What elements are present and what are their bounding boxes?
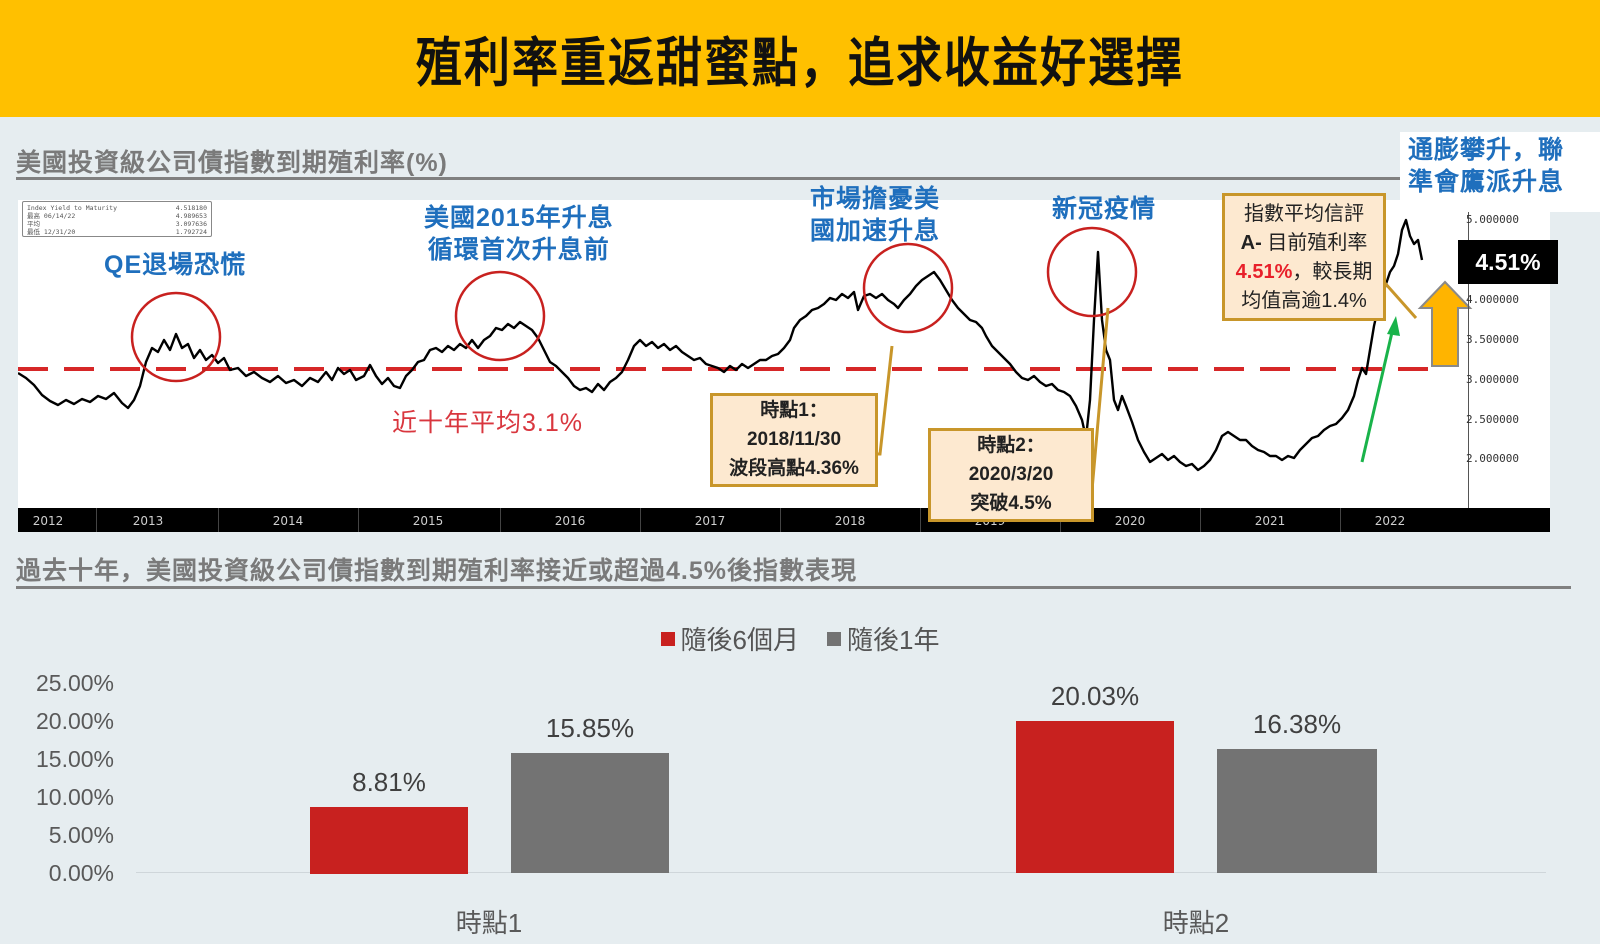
bar-point1-6m — [310, 807, 468, 874]
hike2015-highlight-circle — [454, 270, 546, 362]
rating-callout: 指數平均信評 A- 目前殖利率 4.51%，較長期 均值高逾1.4% — [1222, 193, 1386, 321]
rating-line3: ，較長期 — [1292, 261, 1373, 283]
fed-accel-line1: 市場擔憂美 — [810, 185, 941, 213]
legend-low-label: 最低 — [27, 228, 40, 236]
y-tick: 3.500000 — [1466, 333, 1519, 346]
hike2015-annotation: 美國2015年升息 循環首次升息前 — [424, 202, 614, 266]
point1-callout: 時點1： 2018/11/30 波段高點4.36% — [710, 393, 878, 487]
yield-line — [18, 218, 1424, 472]
section-divider — [16, 177, 1436, 180]
line-chart-x-axis: 2012 2013 2014 2015 2016 2017 2018 2019 … — [18, 508, 1550, 532]
qe-annotation: QE退場恐慌 — [104, 251, 247, 279]
average-annotation: 近十年平均3.1% — [392, 409, 583, 437]
y-tick: 2.000000 — [1466, 452, 1519, 465]
bar-chart-title: 過去十年，美國投資級公司債指數到期殖利率接近或超過4.5%後指數表現 — [16, 557, 857, 585]
rating-line2: 目前殖利率 — [1261, 232, 1368, 254]
hike2015-line1: 美國2015年升息 — [424, 204, 614, 232]
current-yield-badge: 4.51% — [1458, 240, 1558, 284]
bar-point1-1y — [511, 753, 669, 873]
bloomberg-legend: Index Yield to Maturity 4.518180 最高 06/14… — [22, 201, 212, 237]
inflation-line1: 通膨攀升，聯 — [1408, 136, 1565, 164]
y-tick: 3.000000 — [1466, 373, 1519, 386]
x-tick: 2014 — [272, 514, 304, 528]
y-tick: 10.00% — [35, 784, 114, 810]
legend-label-1y: 隨後1年 — [847, 625, 940, 655]
x-tick: 2012 — [32, 514, 64, 528]
point2-value: 突破4.5% — [970, 493, 1052, 514]
y-tick: 5.00% — [48, 822, 114, 848]
legend-high-value: 4.989653 — [175, 212, 207, 220]
y-tick: 4.000000 — [1466, 293, 1519, 306]
legend-high-label: 最高 — [27, 212, 40, 220]
y-tick: 25.00% — [35, 670, 114, 696]
line-chart-y-axis — [1468, 210, 1469, 508]
bar-chart-legend: 隨後6個月 隨後1年 — [0, 620, 1600, 657]
page-title: 殖利率重返甜蜜點，追求收益好選擇 — [416, 32, 1184, 92]
line-chart-title: 美國投資級公司債指數到期殖利率(%) — [16, 149, 448, 177]
x-tick: 2017 — [694, 514, 726, 528]
covid-highlight-circle — [1046, 226, 1138, 318]
category-label: 時點2 — [1162, 908, 1230, 938]
y-tick: 0.00% — [48, 860, 114, 886]
legend-avg-value: 3.097636 — [175, 220, 207, 228]
x-tick: 2015 — [412, 514, 444, 528]
point2-date: 2020/3/20 — [968, 464, 1054, 485]
point2-callout: 時點2： 2020/3/20 突破4.5% — [928, 428, 1094, 522]
legend-label-6m: 隨後6個月 — [680, 625, 799, 655]
fed-accel-annotation: 市場擔憂美 國加速升息 — [810, 183, 940, 247]
fed-accel-line2: 國加速升息 — [810, 217, 941, 245]
rating-grade: A- — [1240, 232, 1262, 254]
x-tick: 2022 — [1374, 514, 1406, 528]
section-divider — [16, 586, 1571, 589]
legend-avg-label: 平均 — [27, 220, 40, 228]
trend-arrow-head — [1387, 316, 1400, 336]
inflation-line2: 準會鷹派升息 — [1408, 168, 1565, 196]
inflation-annotation: 通膨攀升，聯 準會鷹派升息 — [1408, 134, 1564, 198]
current-yield-value: 4.51% — [1235, 261, 1293, 283]
x-tick: 2016 — [554, 514, 586, 528]
bar-value-label: 8.81% — [352, 767, 426, 797]
y-tick: 20.00% — [35, 708, 114, 734]
rating-line4: 均值高逾1.4% — [1241, 290, 1367, 312]
inflation-note-bg — [1400, 132, 1600, 212]
trend-arrow-line — [1360, 327, 1395, 463]
point1-label: 時點1： — [760, 400, 828, 421]
legend-low-date: 12/31/20 — [43, 228, 76, 236]
legend-swatch-gray — [827, 631, 841, 646]
legend-item-6m: 隨後6個月 — [660, 620, 799, 657]
legend-high-date: 06/14/22 — [43, 212, 76, 220]
rating-line1: 指數平均信評 — [1244, 203, 1364, 225]
bar-point2-6m — [1016, 721, 1174, 873]
y-tick: 5.000000 — [1466, 213, 1519, 226]
covid-annotation: 新冠疫情 — [1052, 195, 1157, 223]
x-tick: 2018 — [834, 514, 866, 528]
x-tick: 2020 — [1114, 514, 1146, 528]
y-tick: 15.00% — [35, 746, 114, 772]
bar-value-label: 16.38% — [1252, 709, 1342, 739]
y-tick: 2.500000 — [1466, 413, 1519, 426]
title-banner: 殖利率重返甜蜜點，追求收益好選擇 — [0, 0, 1600, 117]
legend-series-label: Index Yield to Maturity — [27, 204, 118, 212]
legend-swatch-red — [660, 631, 675, 646]
bar-value-label: 15.85% — [545, 713, 635, 743]
legend-item-1y: 隨後1年 — [827, 620, 939, 657]
up-arrow-icon — [1417, 280, 1473, 367]
point1-date: 2018/11/30 — [746, 429, 842, 450]
category-label: 時點1 — [455, 908, 523, 938]
fed-accel-highlight-circle — [862, 242, 954, 334]
point2-label: 時點2： — [977, 435, 1045, 456]
point1-value: 波段高點4.36% — [729, 458, 859, 479]
x-tick: 2021 — [1254, 514, 1286, 528]
legend-low-value: 1.792724 — [175, 228, 207, 236]
x-tick: 2013 — [132, 514, 164, 528]
bar-value-label: 20.03% — [1050, 681, 1140, 711]
bar-chart-baseline — [136, 872, 1546, 873]
legend-series-value: 4.518180 — [175, 204, 207, 212]
bar-point2-1y — [1217, 749, 1377, 873]
qe-highlight-circle — [130, 291, 222, 383]
hike2015-line2: 循環首次升息前 — [427, 236, 610, 264]
